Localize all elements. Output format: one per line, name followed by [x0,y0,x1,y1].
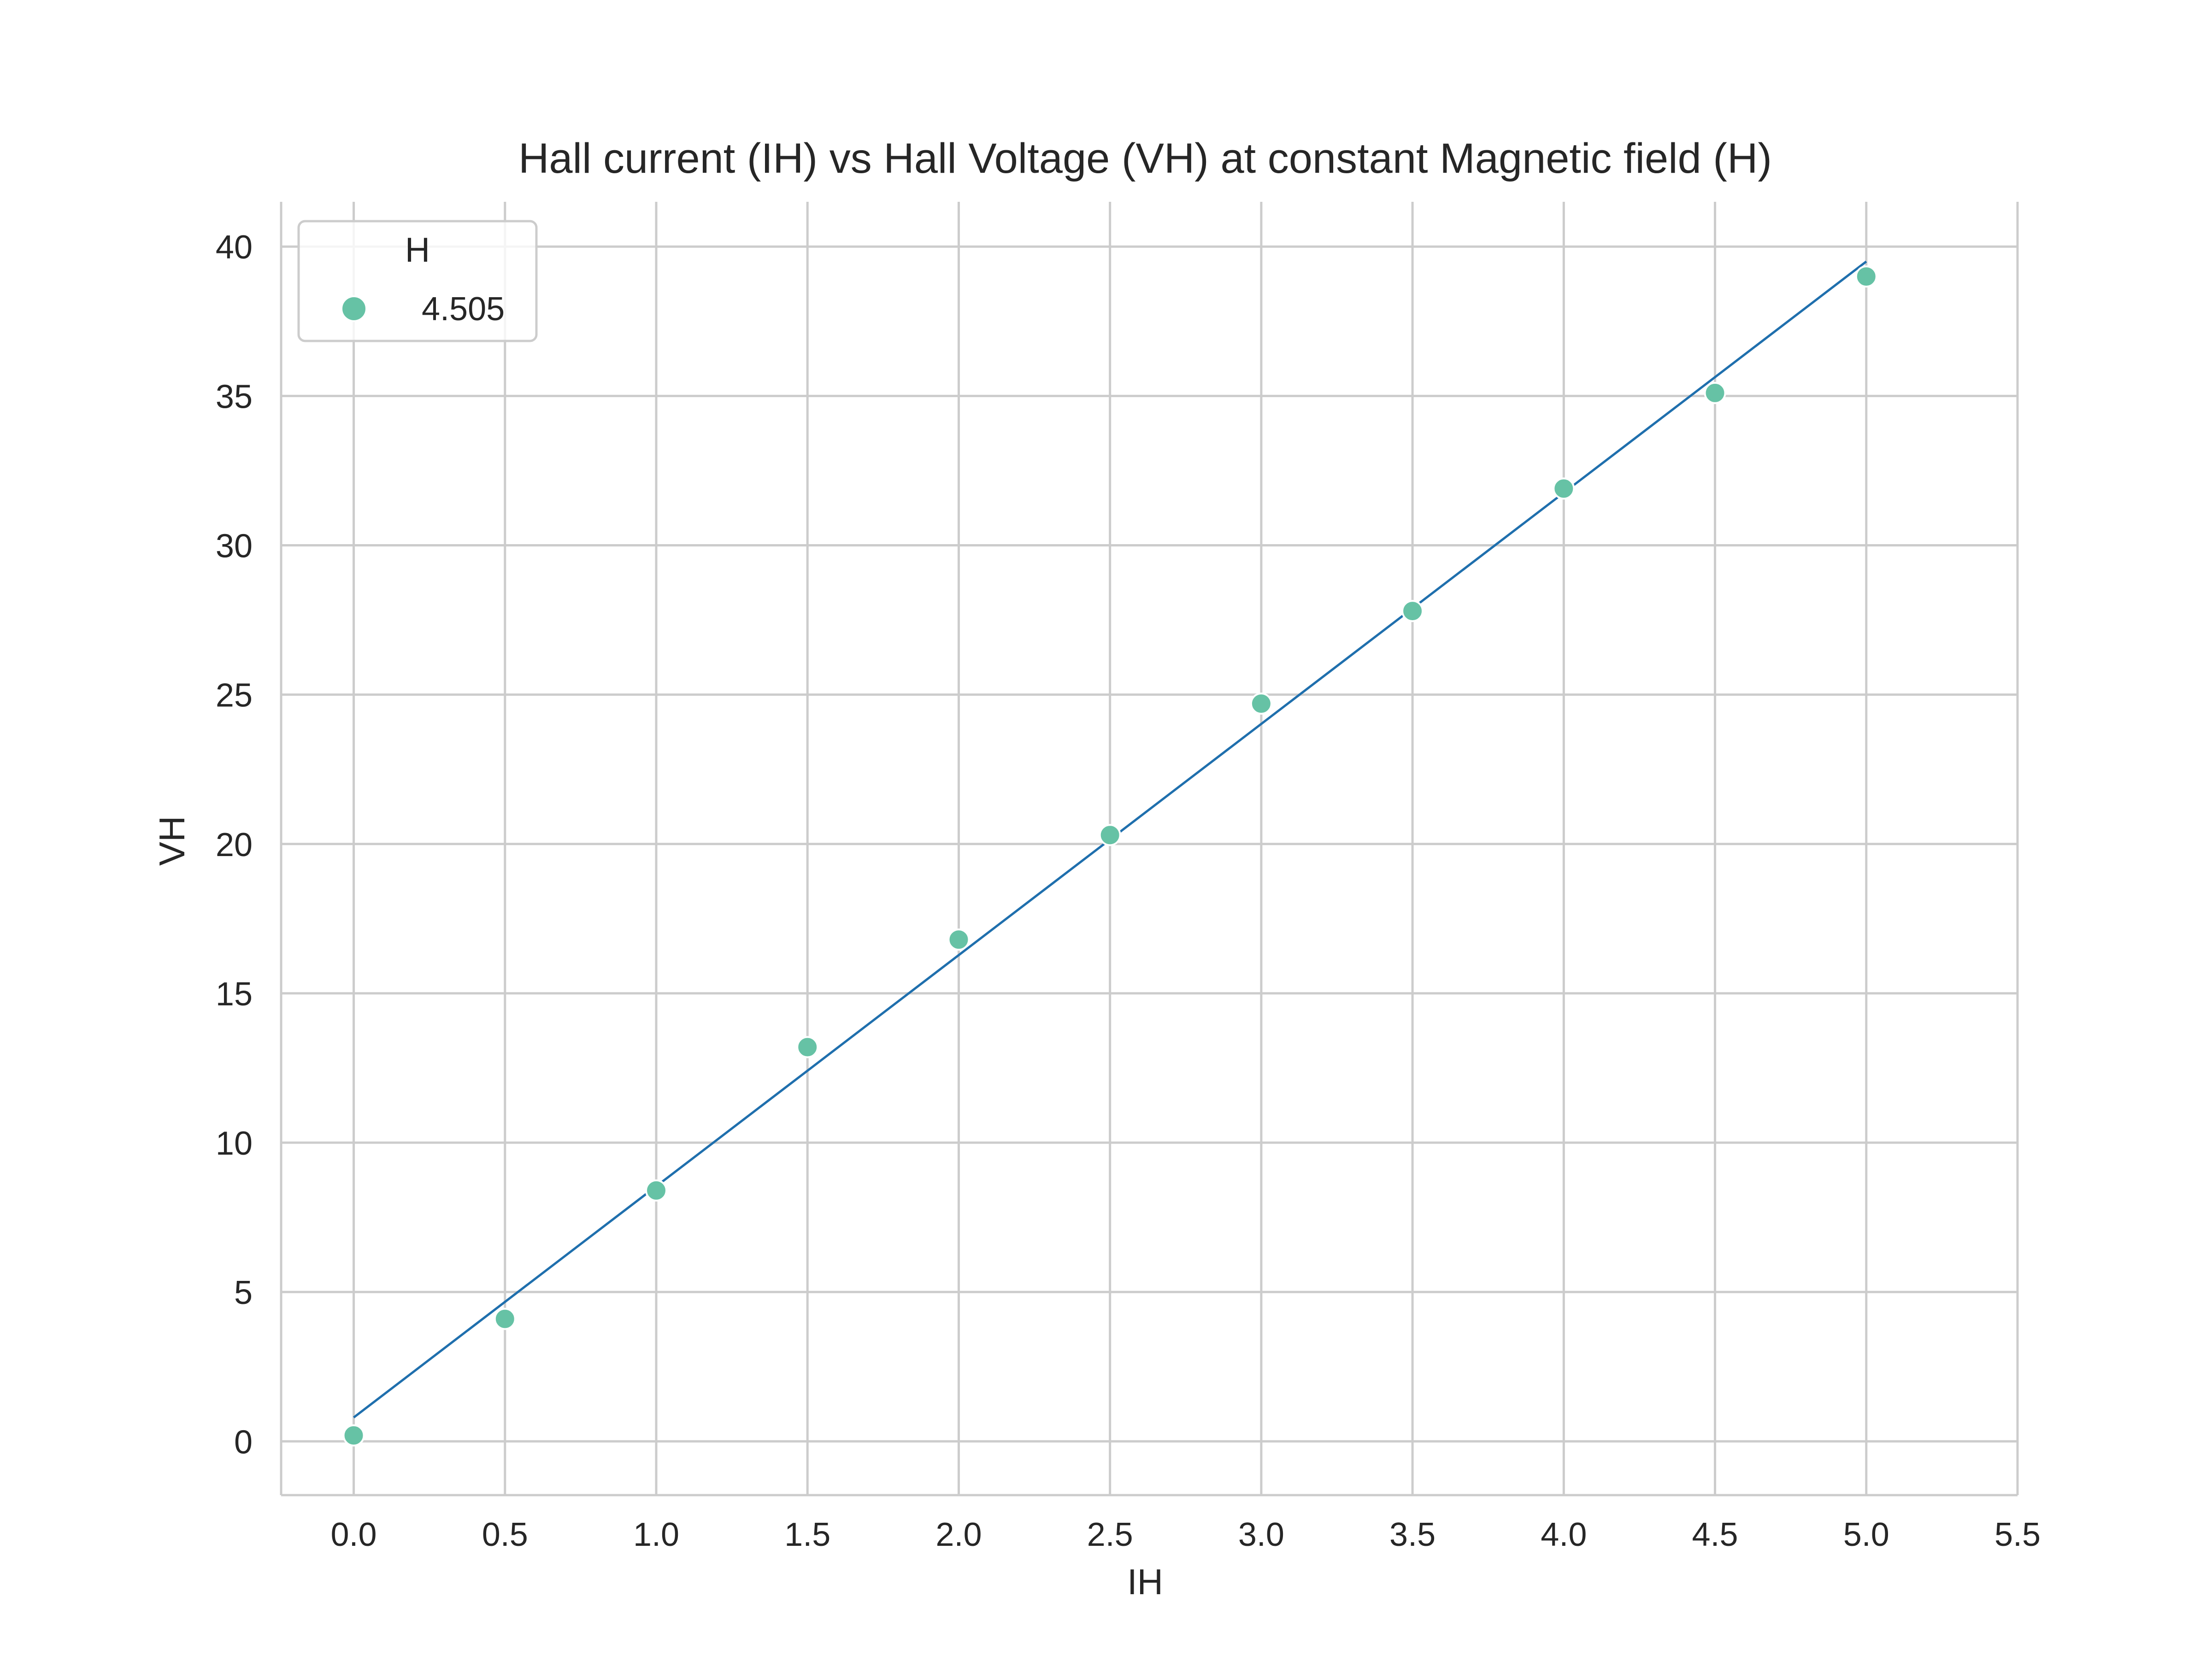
data-point [1704,382,1726,404]
y-tick-label: 30 [216,528,253,565]
y-tick-label: 25 [216,677,253,714]
x-tick-label: 3.0 [1238,1516,1284,1553]
chart-title: Hall current (IH) vs Hall Voltage (VH) a… [518,135,1772,182]
data-point [645,1179,667,1202]
y-tick-label: 5 [234,1274,253,1311]
data-point [1401,600,1424,622]
data-point [342,1424,365,1447]
data-point [1099,824,1121,846]
legend: H 4.505 [297,220,538,342]
legend-entry-label: 4.505 [422,291,505,328]
x-tick-labels: 0.0 0.5 1.0 1.5 2.0 2.5 3.0 3.5 4.0 4.5 5.0 5.5 [331,1516,2041,1553]
x-tick-label: 5.5 [1994,1516,2041,1553]
y-tick-labels: 0 5 10 15 20 25 30 35 40 [216,229,253,1461]
data-point [947,928,970,951]
legend-marker [341,295,367,322]
y-tick-label: 20 [216,827,253,863]
x-tick-label: 2.5 [1087,1516,1133,1553]
axes [280,202,2018,1497]
points-layer [342,265,1877,1447]
x-tick-label: 0.5 [482,1516,528,1553]
data-point [1855,265,1877,288]
y-tick-label: 35 [216,378,253,415]
y-axis-label: VH [152,816,192,866]
data-point [796,1036,819,1058]
grid [281,202,2019,1495]
x-tick-label: 0.0 [331,1516,377,1553]
x-tick-label: 4.0 [1541,1516,1587,1553]
y-tick-label: 15 [216,976,253,1013]
x-tick-label: 3.5 [1389,1516,1435,1553]
x-axis-label: IH [1127,1561,1163,1602]
y-tick-label: 0 [234,1424,253,1461]
x-tick-label: 2.0 [935,1516,982,1553]
y-tick-label: 40 [216,229,253,266]
x-tick-label: 4.5 [1692,1516,1738,1553]
data-point [494,1308,516,1330]
x-tick-label: 1.0 [633,1516,679,1553]
data-point [1250,693,1272,715]
x-tick-label: 1.5 [784,1516,830,1553]
x-tick-label: 5.0 [1843,1516,1889,1553]
data-point [1553,477,1575,500]
legend-title: H [405,230,430,269]
y-tick-label: 10 [216,1125,253,1162]
